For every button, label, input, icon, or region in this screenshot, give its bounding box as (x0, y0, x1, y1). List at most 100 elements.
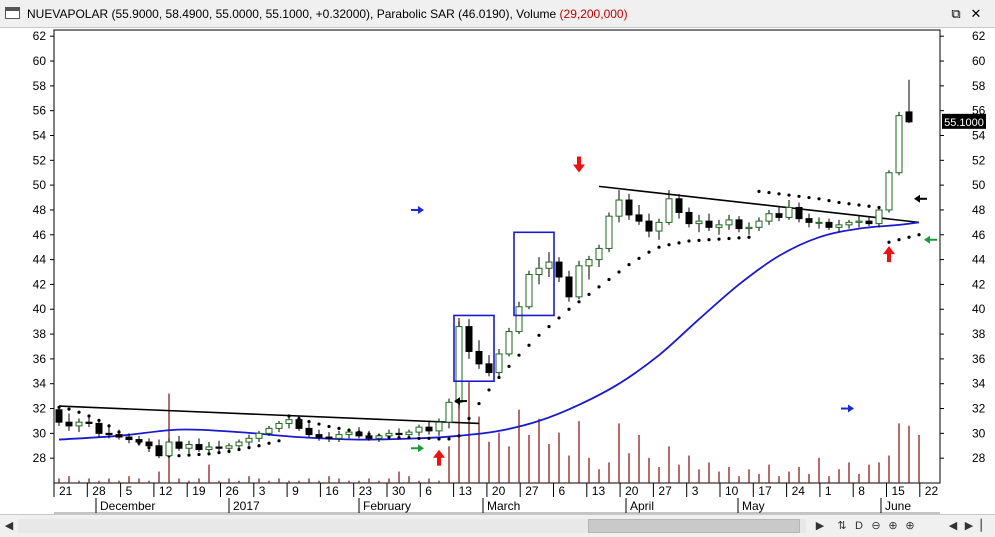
scroll-track[interactable] (18, 519, 806, 533)
x-axis: 21 28 5 12 19 26 3 9 16 23 30 6 13 20 27 6 13 20 27 3 10 17 24… (53, 483, 940, 514)
sar-dot (197, 452, 201, 457)
sar-dot (467, 416, 471, 421)
candle-body (255, 432, 263, 439)
green-arrow-right-icon (418, 444, 424, 453)
x-month-label: December (100, 499, 155, 513)
x-month-label: February (363, 499, 411, 513)
sar-dot (667, 243, 671, 247)
sar-dot (257, 444, 261, 448)
candle-body (565, 276, 573, 298)
x-tick-label: 3 (259, 484, 266, 498)
chart-area[interactable]: 28 30 32 34 36 38 40 42 44 46 48 50 52 54 56 58 60 62 28 30… (0, 28, 995, 514)
sar-dot (437, 437, 441, 441)
x-tick-label: 23 (359, 484, 373, 498)
candle-body (395, 432, 403, 436)
blue-arrow-right-icon (848, 404, 854, 413)
candle-body (685, 211, 693, 225)
sar-dot (707, 238, 711, 242)
y-tick-label: 50 (972, 178, 986, 192)
x-tick-label: 16 (325, 484, 339, 498)
x-tick-label: 21 (59, 484, 73, 498)
candle-body (755, 220, 763, 228)
candle-body (155, 445, 163, 457)
sar-dot (187, 453, 191, 457)
page-left-icon[interactable]: ◀ (948, 520, 958, 532)
candle-body (95, 422, 103, 434)
x-month-label: April (630, 499, 654, 513)
y-tick-label: 30 (972, 426, 986, 440)
autoscale-icon[interactable]: ⇅ (837, 520, 847, 532)
candle-body (355, 431, 363, 437)
restore-window-icon[interactable]: ⧉ (951, 6, 961, 21)
y-tick-label: 42 (972, 277, 986, 291)
zoom-out-icon[interactable]: ⊖ (871, 520, 881, 532)
zoom-in-icon[interactable]: ⊕ (888, 520, 898, 532)
candle-body (145, 441, 153, 447)
price-chart[interactable]: 2830323436384042444648505254565860622830… (0, 28, 995, 514)
candle-body (725, 219, 733, 226)
sar-dot (217, 450, 221, 455)
candle-body (135, 439, 143, 443)
go-end-icon[interactable]: ▏ (980, 520, 990, 532)
sar-dot (647, 250, 651, 254)
y-tick-label: 50 (33, 178, 47, 192)
x-tick-label: 8 (858, 484, 865, 498)
candle-body (285, 419, 293, 424)
candle-body (555, 261, 563, 278)
sar-dot (487, 388, 491, 392)
x-tick-label: 20 (625, 484, 639, 498)
sar-dot (737, 236, 741, 240)
candle-body (315, 434, 323, 438)
sar-dot (417, 436, 421, 440)
sar-dot (717, 237, 721, 241)
scroll-thumb[interactable] (588, 519, 800, 533)
candle-body (875, 209, 883, 225)
candle-body (615, 199, 623, 217)
sar-dot (917, 233, 921, 237)
period-daily-button[interactable]: D (855, 520, 863, 532)
candle-body (295, 419, 303, 429)
sar-dot (847, 202, 851, 206)
candle-body (235, 441, 243, 447)
candle-body (225, 445, 233, 449)
page-right-icon[interactable]: ▶ (964, 520, 974, 532)
candle-body (805, 218, 813, 223)
y-tick-label: 36 (972, 352, 986, 366)
green-arrow-left-icon (924, 235, 930, 244)
candle-body (475, 350, 483, 365)
sar-dot (277, 439, 281, 443)
sar-dot (887, 240, 891, 244)
x-month-label: June (885, 499, 911, 513)
candle-body (425, 426, 433, 432)
y-axis-left: 28 30 32 34 36 38 40 42 44 46 48 50 52 54 56 58 60 62 (33, 29, 54, 465)
sar-dot (897, 238, 901, 242)
sar-dot (317, 422, 321, 426)
sar-dot (777, 192, 781, 196)
candle-body (635, 214, 643, 222)
y-tick-label: 30 (33, 426, 47, 440)
y-tick-label: 46 (972, 228, 986, 242)
sar-dot (507, 364, 511, 368)
sar-dot (637, 256, 641, 260)
candle-body (695, 220, 703, 225)
chart-window-icon (5, 7, 20, 19)
y-tick-label: 60 (33, 54, 47, 68)
x-tick-label: 20 (492, 484, 506, 498)
candle-body (365, 435, 373, 439)
candle-body (215, 446, 223, 449)
volume-value: (29,200,000) (559, 7, 628, 21)
sar-dot (807, 195, 811, 200)
zoom-reset-icon[interactable]: ⊕ (905, 520, 915, 532)
y-tick-label: 60 (972, 54, 986, 68)
y-tick-label: 32 (33, 402, 47, 416)
candle-body (105, 432, 113, 436)
scroll-left-icon[interactable]: ◀ (4, 520, 14, 532)
sar-dot (837, 200, 841, 205)
y-tick-label: 58 (972, 79, 986, 93)
close-window-icon[interactable]: ✕ (970, 6, 982, 21)
candle-body (595, 247, 603, 261)
x-tick-label: 1 (825, 484, 832, 498)
scroll-right-icon[interactable]: ▶ (815, 520, 825, 532)
y-tick-label: 58 (33, 79, 47, 93)
sar-dot (307, 419, 311, 424)
